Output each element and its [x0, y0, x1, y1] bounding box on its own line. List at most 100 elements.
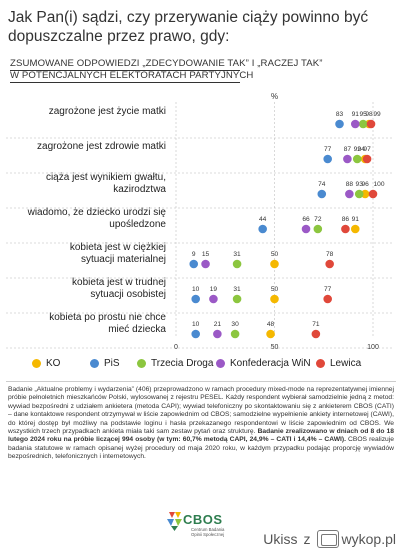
data-label: 92	[354, 146, 362, 153]
data-point	[335, 119, 344, 129]
category-label: kobieta jest w trudnej sytuacji osobistej	[72, 277, 166, 300]
data-label: 78	[326, 251, 334, 258]
data-label: 86	[342, 216, 350, 223]
legend-label: PiS	[104, 358, 120, 369]
data-label: 93	[356, 181, 364, 188]
category-label: kobieta jest w ciężkiej sytuacji material…	[70, 242, 166, 265]
data-point	[209, 294, 218, 304]
data-label: 50	[271, 251, 279, 258]
data-point	[358, 119, 368, 129]
data-point	[345, 189, 354, 199]
data-point	[360, 189, 370, 199]
category-label: zagrożone jest zdrowie matki	[37, 141, 166, 152]
data-label: 10	[192, 321, 200, 328]
x-tick-label: 50	[271, 344, 279, 351]
data-label: 9	[192, 251, 196, 258]
data-point	[213, 329, 222, 339]
watermark-separator: z	[303, 531, 311, 547]
data-label: 99	[373, 111, 381, 118]
legend-swatch	[316, 359, 325, 368]
data-point	[191, 294, 200, 304]
data-label: 91	[352, 111, 360, 118]
data-label: 66	[302, 216, 310, 223]
legend-item: Trzecia Droga	[137, 358, 213, 369]
legend-swatch	[90, 359, 99, 368]
x-tick-label: 0	[174, 344, 178, 351]
methodology-text-end: CBOS realizuje badania statutowe w ramac…	[8, 436, 394, 461]
category-label: zagrożone jest życie matki	[49, 106, 166, 117]
data-point	[325, 259, 334, 269]
data-label: 50	[271, 286, 279, 293]
data-point	[366, 119, 376, 129]
subtitle-line-2: W POTENCJALNYCH ELEKTORATACH PARTYJNYCH	[10, 70, 254, 81]
data-point	[368, 189, 378, 199]
chart-title: Jak Pan(i) sądzi, czy przerywanie ciąży …	[8, 9, 369, 45]
subtitle-underline	[10, 82, 240, 83]
legend-swatch	[32, 359, 41, 368]
data-point	[232, 259, 242, 269]
legend-item: PiS	[90, 358, 120, 369]
data-point	[189, 259, 199, 269]
legend-swatch	[216, 359, 225, 368]
data-point	[350, 224, 360, 234]
data-point	[258, 224, 267, 234]
data-point	[343, 154, 352, 164]
cbos-logo-icon	[167, 512, 182, 531]
subtitle-underline	[10, 70, 240, 71]
logo-name: CBOS	[183, 512, 223, 527]
legend-label: Lewica	[330, 358, 362, 369]
data-point	[311, 329, 321, 339]
legend-label: KO	[46, 358, 61, 369]
data-label: 48	[267, 321, 275, 328]
subtitle-line-1: ZSUMOWANE ODPOWIEDZI „ZDECYDOWANIE TAK” …	[10, 58, 323, 69]
category-label: wiadomo, że dziecko urodzi się upośledzon…	[27, 207, 167, 230]
data-label: 21	[214, 321, 222, 328]
legend-item: KO	[32, 358, 60, 369]
watermark-author: Ukiss	[263, 531, 298, 547]
data-point	[362, 154, 372, 164]
data-label: 77	[324, 286, 332, 293]
legend-label: Konfederacja WiN	[230, 358, 311, 369]
data-point	[270, 259, 279, 269]
data-point	[201, 259, 210, 269]
data-label: 31	[233, 286, 241, 293]
data-label: 91	[352, 216, 360, 223]
data-label: 71	[312, 321, 320, 328]
data-point	[352, 154, 362, 164]
data-label: 74	[318, 181, 326, 188]
chart-subtitle: ZSUMOWANE ODPOWIEDZI „ZDECYDOWANIE TAK” …	[10, 58, 323, 83]
watermark: Ukiss z wykop.pl	[263, 529, 396, 549]
data-point	[354, 189, 364, 199]
legend-swatch	[137, 359, 146, 368]
data-label: 30	[231, 321, 239, 328]
data-point	[232, 294, 242, 304]
legend-item: Lewica	[316, 358, 361, 369]
data-label: 44	[259, 216, 267, 223]
data-label: 94	[358, 146, 366, 153]
data-point	[317, 189, 327, 199]
data-point	[350, 119, 360, 129]
data-label: 19	[210, 286, 218, 293]
data-label: 97	[363, 146, 371, 153]
chart-legend: KO PiS Trzecia Droga Konfederacja WiN Lewica	[0, 355, 400, 377]
logo-subtitle: Centrum Badania Opinii Społecznej	[191, 527, 224, 537]
category-label: kobieta po prostu nie chce mieć dziecka	[49, 312, 166, 335]
methodology-note: Badanie „Aktualne problemy i wydarzenia”…	[8, 386, 394, 462]
logo-subtitle-line-1: Centrum Badania	[191, 527, 225, 532]
legend-label: Trzecia Droga	[151, 358, 214, 369]
data-label: 88	[346, 181, 354, 188]
axis-unit-label: %	[271, 92, 278, 101]
wykop-logo-icon	[316, 530, 339, 548]
data-point	[323, 294, 332, 304]
legend-item: Konfederacja WiN	[216, 358, 311, 369]
data-label: 100	[373, 181, 384, 188]
data-point	[270, 294, 279, 304]
methodology-text: Badanie „Aktualne problemy i wydarzenia”…	[8, 386, 394, 436]
data-label: 96	[361, 181, 369, 188]
data-label: 77	[324, 146, 332, 153]
data-point	[323, 154, 332, 164]
data-point	[230, 329, 240, 339]
data-point	[313, 224, 323, 234]
data-label: 31	[233, 251, 241, 258]
